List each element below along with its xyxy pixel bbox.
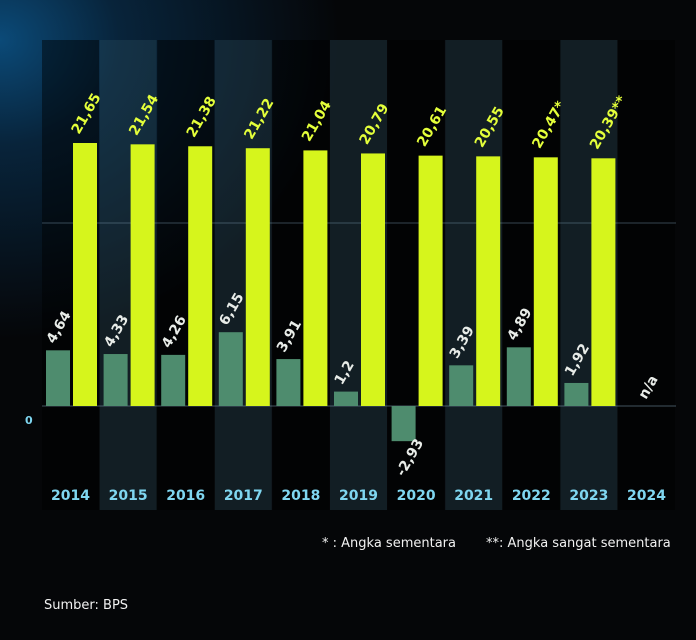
bar-share (130, 144, 155, 407)
bar-share (73, 143, 97, 406)
bar-share (533, 157, 558, 406)
year-label: 2024 (627, 488, 666, 504)
bar-share (418, 155, 443, 406)
bar-share (245, 148, 270, 406)
bar-growth (506, 347, 531, 406)
source-label: Sumber: BPS (44, 598, 129, 613)
year-label: 2021 (454, 488, 493, 504)
bar-share (591, 158, 616, 406)
year-label: 2014 (51, 488, 90, 504)
year-label: 2023 (569, 488, 608, 504)
year-label: 2015 (109, 488, 148, 504)
bar-growth (391, 406, 416, 442)
year-label: 2022 (512, 488, 551, 504)
year-label: 2019 (339, 488, 378, 504)
bar-growth (161, 354, 186, 406)
bar-growth (564, 382, 589, 406)
bar-growth (218, 332, 243, 406)
year-label: 2016 (166, 488, 205, 504)
note-very-provisional: **: Angka sangat sementara (486, 536, 671, 551)
bar-share (476, 156, 501, 406)
year-label: 2017 (224, 488, 263, 504)
bar-share (361, 153, 385, 406)
bar-share (188, 146, 213, 406)
zero-label: 0 (25, 414, 33, 427)
bar-growth (103, 354, 128, 406)
column-band (618, 40, 675, 510)
year-label: 2020 (397, 488, 436, 504)
bar-share (303, 150, 328, 406)
bar-growth (449, 365, 474, 406)
bar-growth (276, 359, 301, 406)
note-provisional: * : Angka sementara (322, 536, 456, 551)
year-label: 2018 (281, 488, 320, 504)
bar-growth (334, 391, 358, 406)
bar-growth (46, 350, 70, 406)
